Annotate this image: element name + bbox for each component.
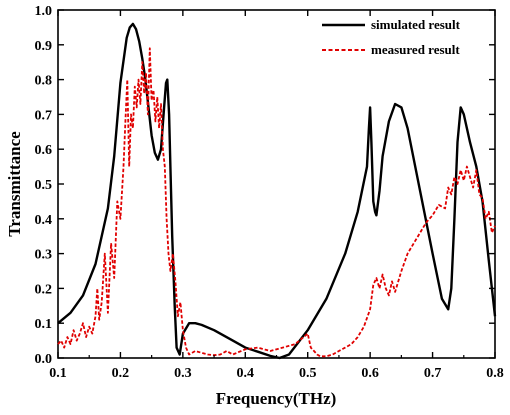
y-tick-label: 0.1	[35, 317, 53, 332]
y-tick-label: 0.0	[35, 352, 53, 367]
y-tick-label: 1.0	[35, 4, 53, 19]
y-tick-label: 0.9	[35, 39, 53, 54]
x-tick-label: 0.4	[237, 366, 255, 381]
x-tick-label: 0.8	[486, 366, 504, 381]
x-axis-title: Frequency(THz)	[216, 389, 337, 408]
x-tick-label: 0.3	[174, 366, 192, 381]
y-tick-label: 0.7	[35, 108, 53, 123]
series-layer	[57, 22, 497, 360]
y-tick-label: 0.4	[35, 213, 53, 228]
y-axis-title: Transmittance	[5, 131, 24, 237]
x-tick-label: 0.1	[49, 366, 67, 381]
y-tick-label: 0.8	[35, 74, 53, 89]
x-tick-label: 0.2	[112, 366, 130, 381]
measured-result-line	[57, 47, 496, 358]
x-tick-label: 0.6	[361, 366, 379, 381]
y-tick-label: 0.5	[35, 178, 53, 193]
y-tick-label: 0.3	[35, 248, 53, 263]
x-tick-label: 0.7	[424, 366, 442, 381]
tick-layer: 0.1 0.2 0.3 0.4 0.5 0.6 0.7 0.80.00.10.20.30.40…	[35, 4, 504, 381]
x-tick-label: 0.5	[299, 366, 317, 381]
legend-label-simulated: simulated result	[371, 17, 461, 32]
legend-label-measured: measured result	[371, 42, 460, 57]
legend: simulated result measured result	[322, 17, 461, 57]
y-tick-label: 0.6	[35, 143, 53, 158]
simulated-result-line	[57, 22, 497, 360]
y-tick-label: 0.2	[35, 282, 53, 297]
